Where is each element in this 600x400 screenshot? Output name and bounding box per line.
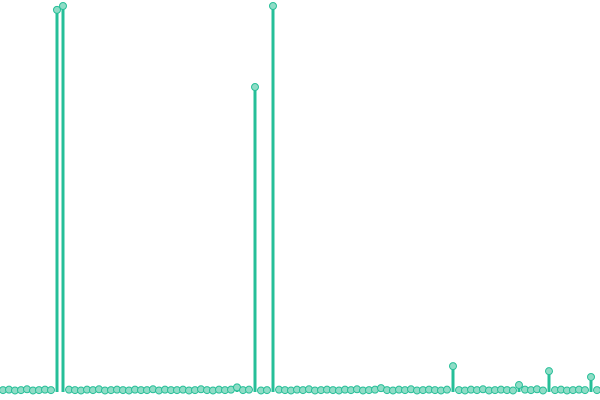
marker	[449, 362, 457, 371]
marker	[59, 2, 67, 10]
marker	[245, 385, 253, 394]
marker	[443, 385, 451, 394]
marker	[515, 381, 523, 390]
marker	[587, 372, 595, 381]
marker	[539, 386, 547, 395]
marker	[53, 5, 61, 14]
marker	[47, 386, 55, 395]
marker	[269, 2, 277, 10]
marker	[263, 386, 271, 395]
marker	[593, 386, 600, 395]
marker	[509, 386, 517, 395]
marker	[545, 367, 553, 376]
marker	[581, 386, 589, 395]
marker	[251, 83, 259, 92]
